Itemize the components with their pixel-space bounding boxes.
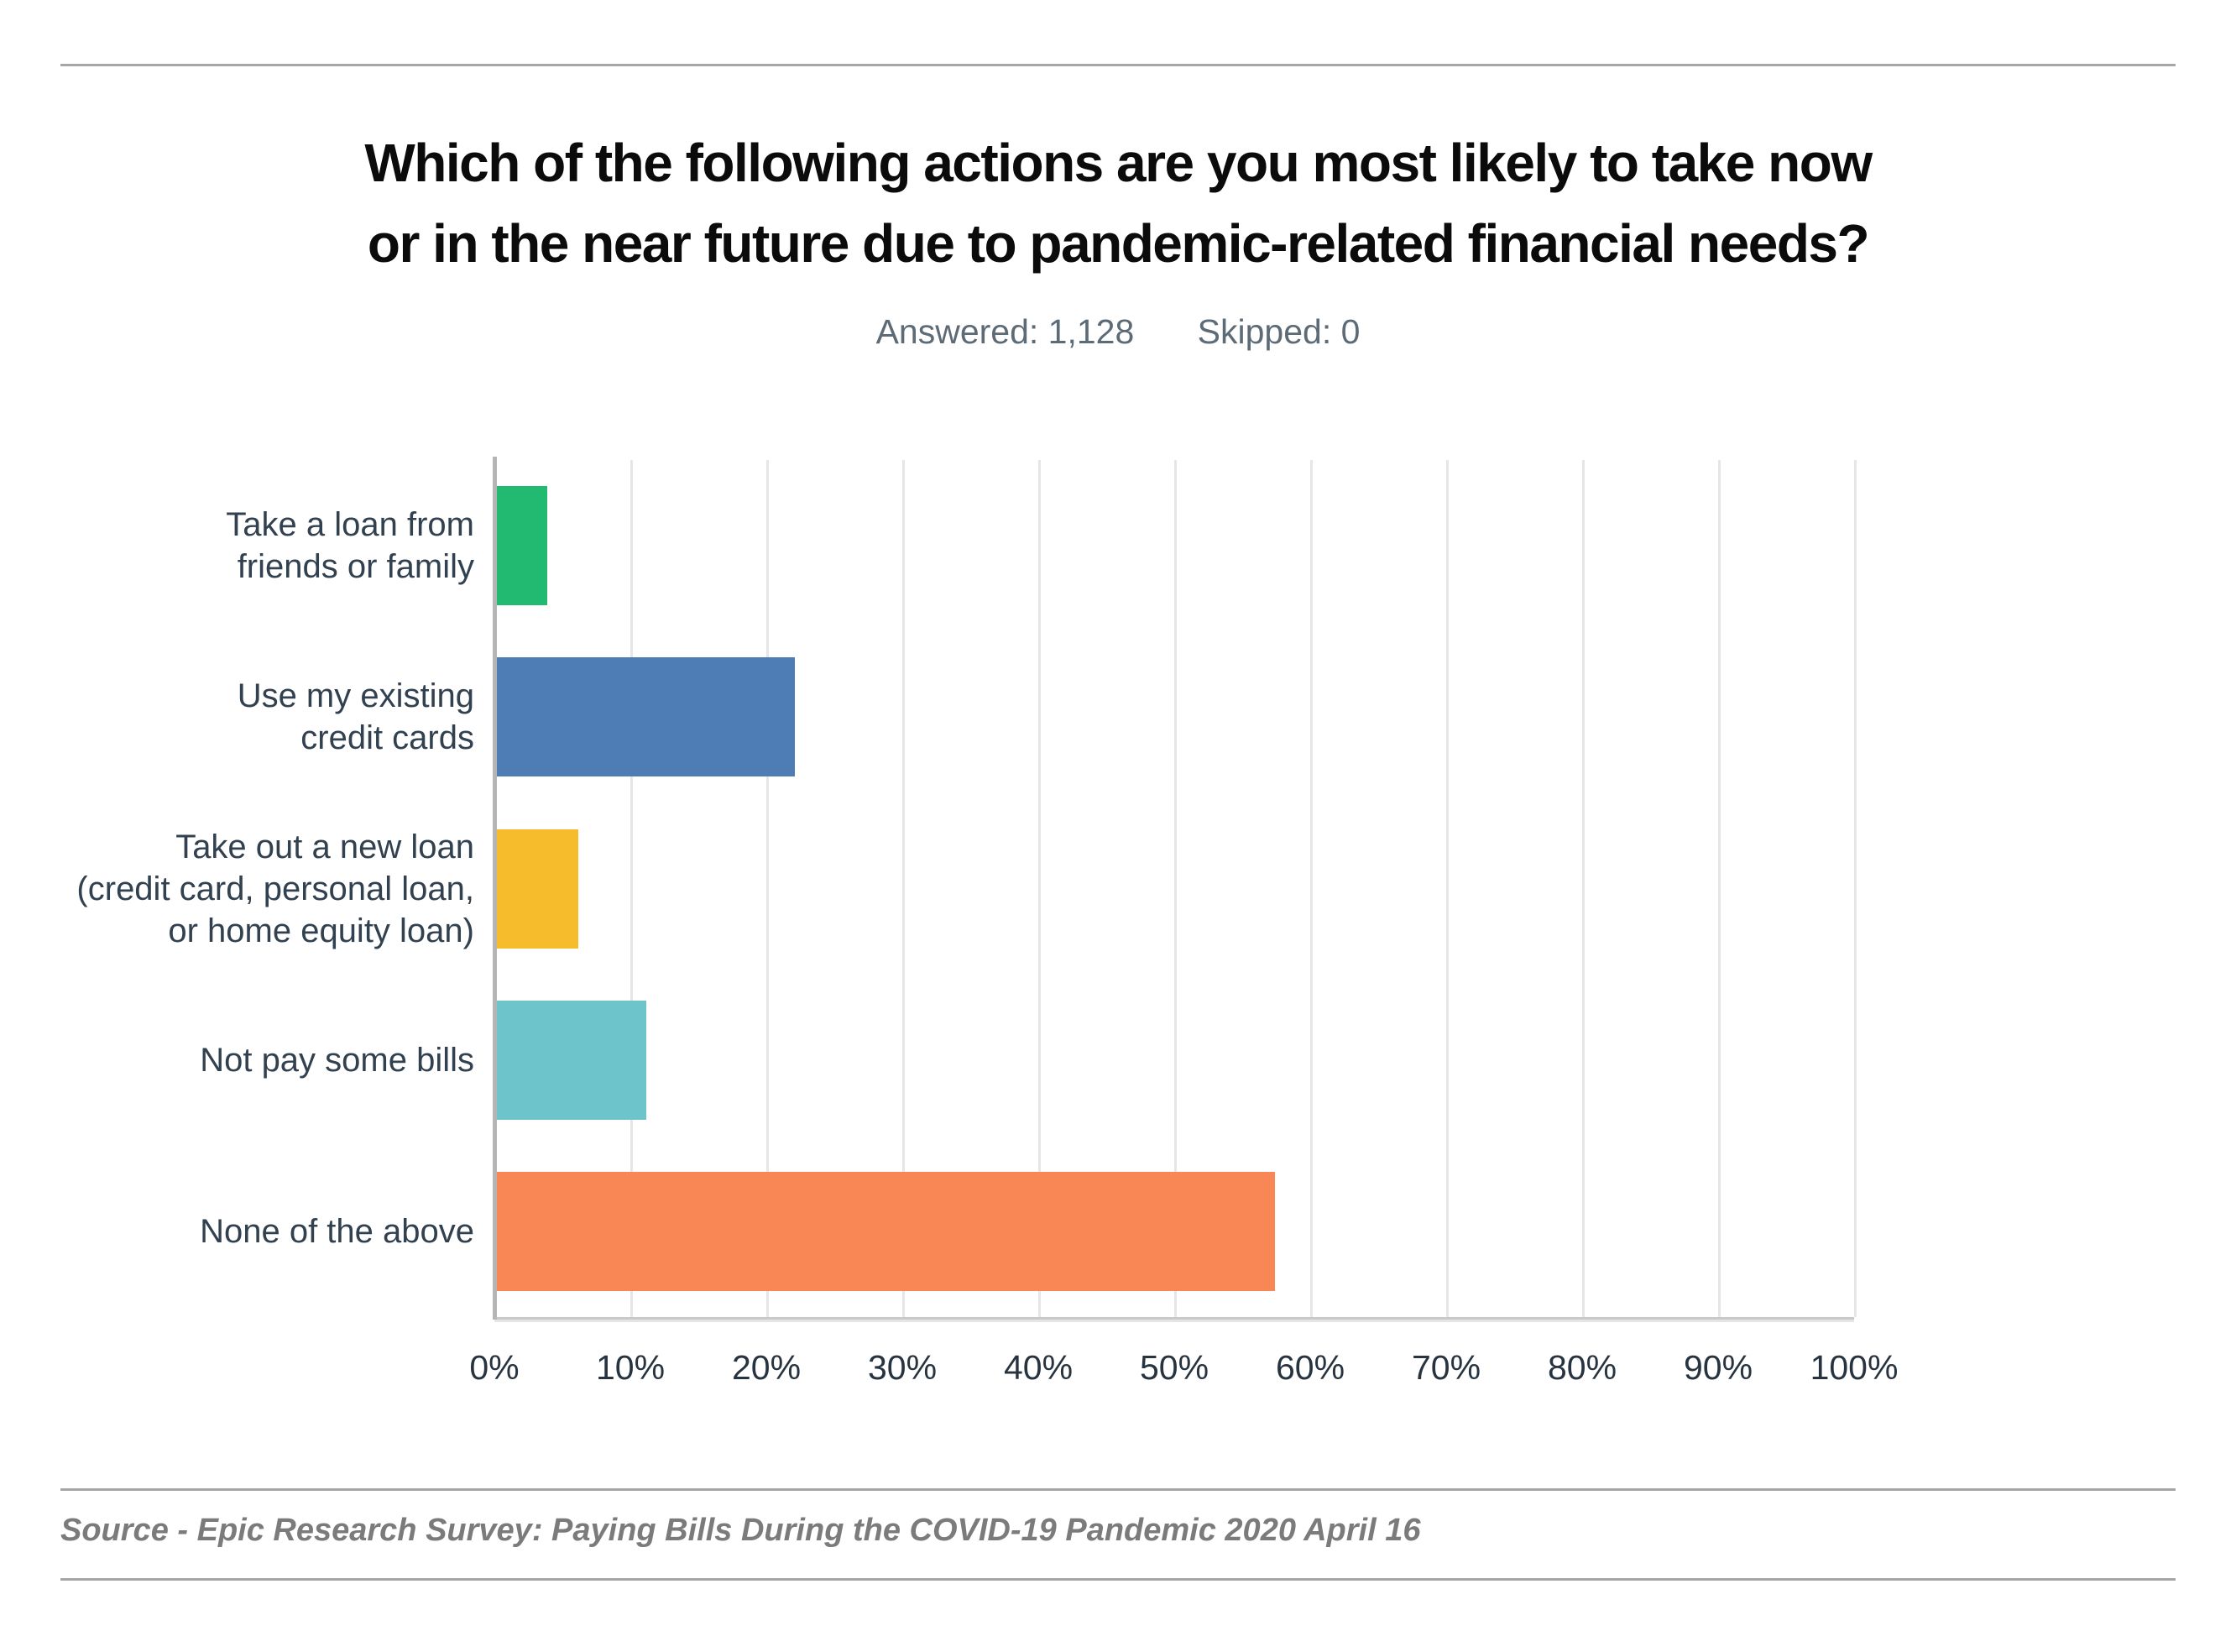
chart-title: Which of the following actions are you m…	[0, 123, 2236, 284]
category-label-2: Use my existing credit cards	[237, 677, 474, 757]
grid-line-40%	[1038, 460, 1041, 1317]
grid-line-30%	[902, 460, 905, 1317]
source-divider-top	[60, 1488, 2176, 1491]
bar-3	[497, 829, 579, 949]
grid-line-90%	[1718, 460, 1721, 1317]
bar-1	[497, 486, 547, 606]
grid-line-50%	[1174, 460, 1177, 1317]
grid-line-20%	[766, 460, 769, 1317]
x-tick-40%: 40%	[1003, 1348, 1074, 1387]
x-axis-tick-labels: 0% 10% 20% 30% 40% 50% 60% 70% 80% 90% 100%	[469, 1348, 1898, 1398]
y-axis-line	[493, 457, 497, 1320]
top-divider	[60, 64, 2176, 66]
x-tick-20%: 20%	[731, 1348, 802, 1387]
bar-2	[497, 657, 795, 777]
plot-area	[493, 457, 1857, 1320]
x-tick-60%: 60%	[1275, 1348, 1345, 1387]
grid-line-70%	[1446, 460, 1449, 1317]
category-label-1: Take a loan from friends or family	[226, 506, 474, 586]
source-divider-bottom	[60, 1578, 2176, 1581]
grid-line-100%	[1854, 460, 1857, 1317]
category-label-4: Not pay some bills	[200, 1041, 474, 1079]
bar-5	[497, 1171, 1275, 1291]
answered-count-label: Answered: 1,128	[875, 312, 1135, 351]
category-label-3: Take out a new loan (credit card, person…	[76, 828, 474, 949]
skipped-count-label: Skipped: 0	[1197, 312, 1361, 351]
source-attribution: Source - Epic Research Survey: Paying Bi…	[60, 1513, 1421, 1548]
x-tick-80%: 80%	[1547, 1348, 1617, 1387]
x-tick-90%: 90%	[1683, 1348, 1753, 1387]
chart-title-line-2: or in the near future due to pandemic-re…	[367, 213, 1870, 274]
grid-line-10%	[630, 460, 633, 1317]
x-tick-10%: 10%	[595, 1348, 666, 1387]
x-tick-0%: 0%	[469, 1348, 520, 1387]
grid-line-60%	[1310, 460, 1313, 1317]
category-label-5: None of the above	[200, 1212, 474, 1250]
category-axis-labels: Take a loan from friends or family Use my…	[0, 460, 474, 1317]
x-tick-30%: 30%	[867, 1348, 938, 1387]
grid-line-80%	[1582, 460, 1585, 1317]
x-tick-70%: 70%	[1411, 1348, 1481, 1387]
bar-4	[497, 1000, 647, 1120]
x-tick-100%: 100%	[1810, 1348, 1899, 1387]
chart-title-line-1: Which of the following actions are you m…	[364, 133, 1873, 193]
x-tick-50%: 50%	[1139, 1348, 1209, 1387]
response-stats: Answered: 1,128 Skipped: 0	[0, 312, 2236, 352]
